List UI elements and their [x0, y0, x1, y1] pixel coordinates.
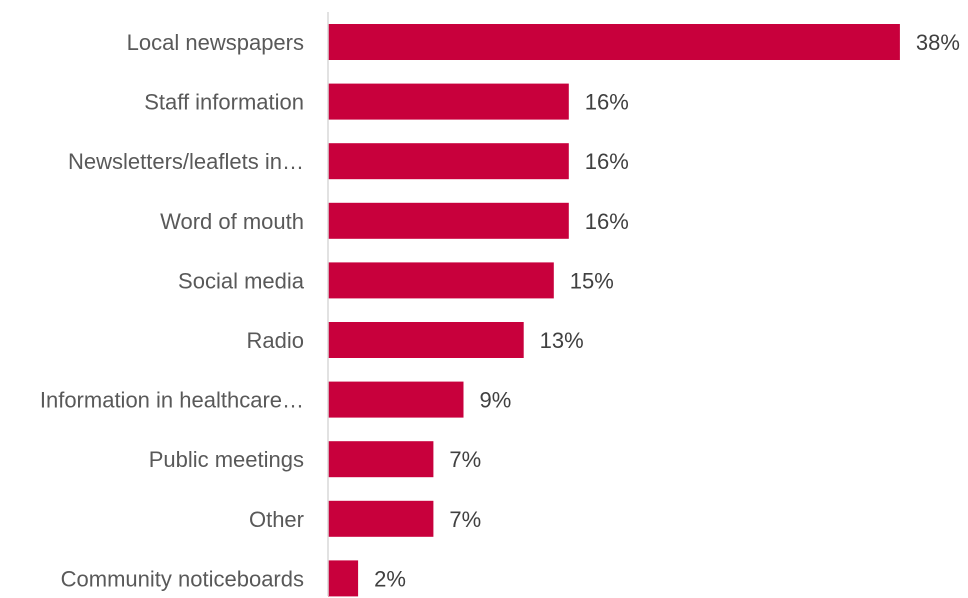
value-label: 16% [585, 209, 629, 234]
value-label: 13% [540, 328, 584, 353]
value-label: 38% [916, 30, 960, 55]
labels-group: Local newspapers 38% Staff information 16% N… [40, 30, 960, 591]
bars-group [328, 24, 900, 597]
bar [328, 500, 434, 537]
bar [328, 381, 464, 418]
category-label: Word of mouth [160, 209, 304, 234]
value-label: 15% [570, 268, 614, 293]
bar [328, 24, 900, 60]
value-label: 7% [449, 447, 481, 472]
bar [328, 262, 554, 299]
value-label: 9% [480, 388, 512, 413]
category-label: Social media [178, 268, 305, 293]
category-label: Radio [247, 328, 304, 353]
bar [328, 322, 524, 358]
bar [328, 441, 434, 478]
category-label: Local newspapers [127, 30, 304, 55]
value-label: 16% [585, 90, 629, 115]
category-label: Staff information [144, 90, 304, 115]
category-label: Community noticeboards [61, 566, 304, 591]
value-label: 2% [374, 566, 406, 591]
category-label: Newsletters/leaflets in… [68, 149, 304, 174]
bar [328, 202, 569, 239]
bar [328, 143, 569, 180]
category-label: Information in healthcare… [40, 388, 304, 413]
category-label: Other [249, 507, 304, 532]
category-label: Public meetings [149, 447, 304, 472]
bar [328, 83, 569, 120]
bar [328, 560, 359, 597]
value-label: 16% [585, 149, 629, 174]
value-label: 7% [449, 507, 481, 532]
